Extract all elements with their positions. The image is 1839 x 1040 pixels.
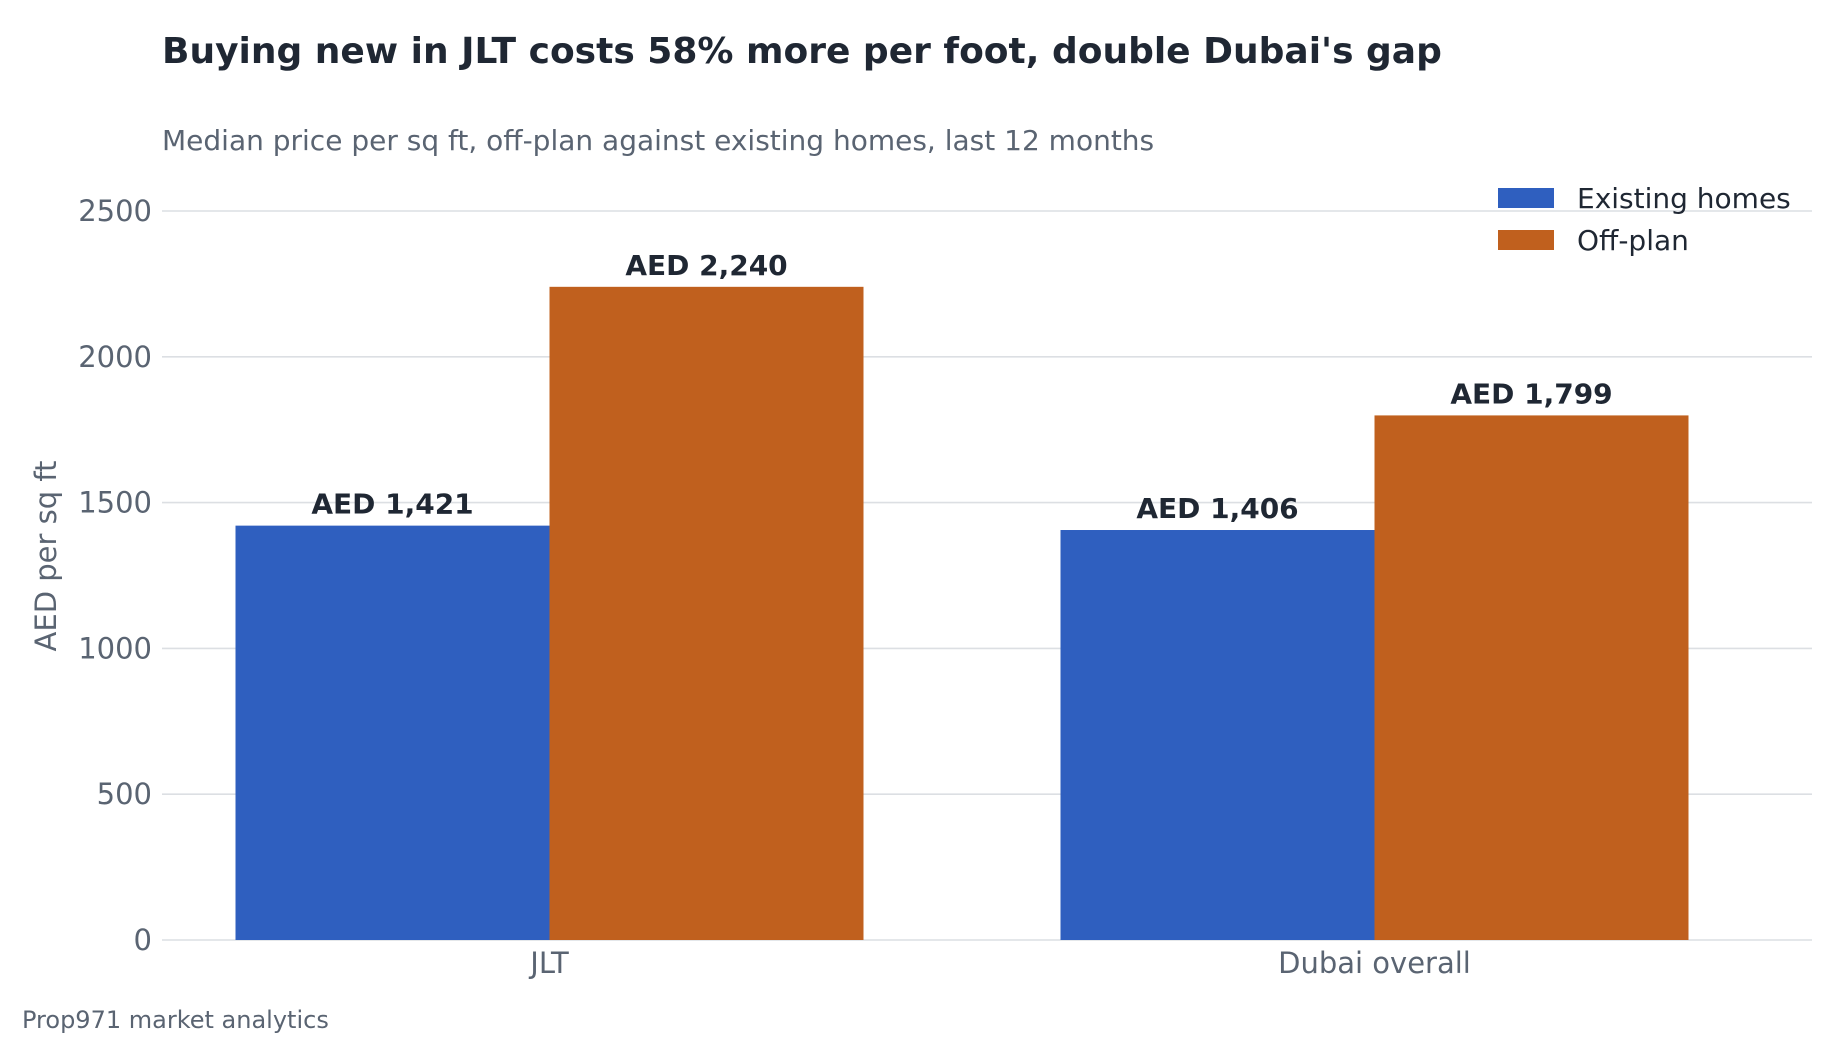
legend-swatch: [1498, 230, 1554, 250]
y-axis-ticks: 0 500 1000 1500 2000 2500: [78, 194, 152, 957]
x-tick-label: Dubai overall: [1278, 946, 1471, 980]
legend-item: Off-plan: [1498, 224, 1689, 257]
legend-label: Off-plan: [1577, 224, 1689, 257]
x-tick-label: JLT: [528, 946, 569, 980]
bar-off-plan-jlt: [549, 286, 864, 940]
y-tick-label: 2000: [78, 340, 152, 374]
y-tick-label: 1000: [78, 631, 152, 665]
legend-item: Existing homes: [1498, 182, 1791, 215]
legend: Existing homes Off-plan: [1498, 182, 1791, 257]
bar-value-label: AED 2,240: [625, 249, 787, 282]
value-labels: AED 1,421 AED 2,240 AED 1,406 AED 1,799: [311, 249, 1612, 525]
bar-value-label: AED 1,421: [311, 488, 473, 521]
y-tick-label: 0: [134, 923, 152, 957]
y-tick-label: 500: [97, 777, 152, 811]
legend-swatch: [1498, 188, 1554, 208]
x-axis-ticks: JLT Dubai overall: [528, 946, 1471, 980]
bars: [235, 286, 1689, 940]
chart-subtitle: Median price per sq ft, off-plan against…: [162, 124, 1154, 157]
legend-label: Existing homes: [1577, 182, 1791, 215]
y-tick-label: 2500: [78, 194, 152, 228]
bar-existing-homes-dubai-overall: [1060, 530, 1375, 940]
source-note: Prop971 market analytics: [22, 1006, 329, 1034]
bar-value-label: AED 1,799: [1450, 377, 1612, 410]
y-tick-label: 1500: [78, 486, 152, 520]
bar-value-label: AED 1,406: [1136, 492, 1298, 525]
bar-existing-homes-jlt: [235, 525, 550, 940]
y-axis-label: AED per sq ft: [29, 461, 63, 652]
bar-off-plan-dubai-overall: [1374, 415, 1689, 940]
chart-title: Buying new in JLT costs 58% more per foo…: [162, 31, 1442, 72]
